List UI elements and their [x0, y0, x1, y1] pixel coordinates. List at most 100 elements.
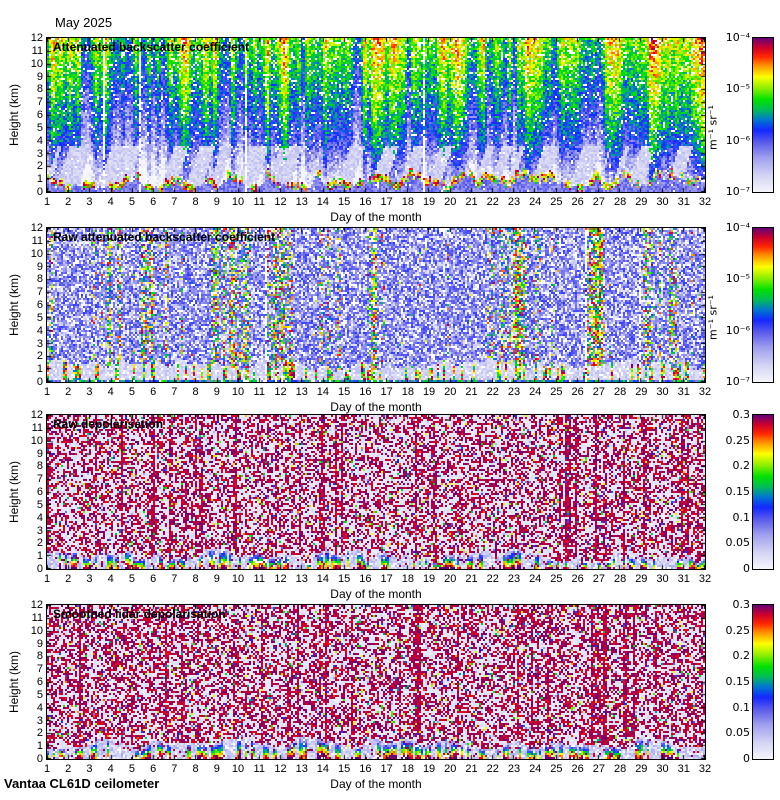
x-tick-label: 15	[338, 196, 351, 208]
y-tick-label: 5	[36, 688, 43, 701]
x-tick-label: 14	[316, 763, 330, 775]
x-tick-label: 27	[592, 196, 605, 208]
axis-ticks-canvas	[47, 38, 705, 192]
axis-ticks-canvas	[47, 415, 705, 569]
axis-ticks-canvas	[47, 228, 705, 382]
colorbar-tick-label: 0.1	[732, 700, 751, 714]
colorbar-tick-label: 0.25	[725, 623, 751, 637]
x-tick-label: 4	[107, 386, 114, 398]
x-tick-label: 28	[613, 573, 627, 585]
x-tick-label: 18	[401, 386, 414, 398]
x-tick-label: 7	[171, 573, 178, 585]
colorbar-tick-label: 10⁻⁵	[725, 82, 750, 96]
x-tick-label: 32	[698, 573, 712, 585]
x-tick-label: 27	[592, 573, 605, 585]
y-tick-label: 1	[36, 363, 43, 376]
x-tick-label: 32	[698, 386, 712, 398]
colorbar-gradient-canvas	[753, 415, 773, 569]
x-tick-label: 17	[380, 386, 393, 398]
x-tick-label: 11	[253, 196, 265, 208]
x-tick-label: 28	[613, 763, 627, 775]
x-tick-label: 13	[295, 386, 308, 398]
y-tick-label: 10	[30, 624, 43, 637]
x-tick-label: 5	[128, 573, 135, 585]
x-tick-label: 16	[359, 573, 372, 585]
y-tick-label: 10	[30, 434, 43, 447]
y-tick-label: 12	[30, 599, 43, 611]
y-tick-label: 9	[36, 447, 43, 460]
y-tick-label: 6	[36, 486, 43, 498]
colorbar-tick-label: 10⁻⁶	[725, 133, 750, 147]
x-tick-label: 8	[192, 573, 199, 585]
x-tick-label: 2	[65, 763, 72, 775]
x-tick-label: 7	[171, 386, 178, 398]
x-tick-label: 28	[613, 386, 627, 398]
figure-month-title: May 2025	[55, 15, 113, 30]
x-tick-label: 23	[507, 763, 521, 775]
x-tick-label: 23	[507, 196, 521, 208]
x-tick-label: 8	[192, 763, 199, 775]
colorbar-tick-label: 0.2	[732, 649, 751, 663]
y-tick-label: 7	[36, 96, 43, 109]
x-tick-label: 13	[295, 573, 308, 585]
x-tick-label: 1	[43, 386, 51, 398]
y-tick-label: 11	[31, 44, 43, 57]
y-tick-label: 0	[36, 563, 43, 575]
x-tick-label: 12	[274, 196, 287, 208]
x-tick-label: 17	[380, 763, 393, 775]
x-tick-label: 3	[86, 573, 93, 585]
y-tick-label: 4	[36, 511, 43, 524]
x-tick-label: 20	[444, 573, 457, 585]
x-tick-label: 7	[171, 196, 178, 208]
x-tick-label: 24	[529, 386, 542, 398]
y-tick-label: 3	[36, 147, 43, 160]
x-tick-label: 32	[698, 763, 712, 775]
x-tick-label: 21	[465, 573, 478, 585]
x-tick-label: 13	[295, 763, 308, 775]
colorbar-tick-label: 0.3	[732, 408, 751, 421]
y-tick-label: 7	[36, 473, 43, 486]
x-tick-label: 10	[231, 573, 245, 585]
x-tick-label: 31	[677, 386, 690, 398]
x-tick-label: 25	[550, 573, 563, 585]
x-tick-label: 31	[677, 763, 690, 775]
y-tick-label: 5	[36, 311, 43, 324]
y-tick-label: 2	[36, 727, 43, 740]
x-tick-label: 30	[656, 763, 669, 775]
y-tick-label: 11	[31, 611, 43, 624]
x-tick-label: 24	[529, 196, 542, 208]
x-tick-label: 3	[86, 386, 93, 398]
y-tick-label: 12	[30, 222, 43, 234]
x-axis-label: Day of the month	[330, 587, 422, 601]
heatmap-plot-area: Attenuated backscatter coefficient	[46, 37, 706, 193]
x-tick-label: 10	[231, 386, 245, 398]
x-tick-label: 5	[128, 196, 135, 208]
y-tick-label: 9	[36, 637, 43, 650]
colorbar	[752, 37, 774, 193]
x-tick-label: 10	[231, 196, 245, 208]
y-tick-label: 2	[36, 350, 43, 363]
x-tick-label: 15	[338, 386, 351, 398]
x-tick-label: 16	[359, 763, 372, 775]
x-tick-label: 27	[592, 763, 605, 775]
colorbar-gradient-canvas	[753, 38, 773, 192]
x-tick-label: 23	[507, 573, 521, 585]
x-tick-label: 16	[359, 196, 372, 208]
x-tick-label: 14	[316, 386, 330, 398]
y-tick-label: 2	[36, 537, 43, 550]
y-tick-label: 0	[36, 186, 43, 198]
x-axis-label: Day of the month	[330, 400, 422, 414]
x-tick-label: 6	[150, 573, 157, 585]
x-tick-label: 31	[677, 196, 690, 208]
x-tick-label: 32	[698, 196, 712, 208]
x-tick-label: 12	[274, 386, 287, 398]
y-tick-label: 4	[36, 324, 43, 337]
y-tick-label: 9	[36, 70, 43, 83]
x-tick-label: 12	[274, 573, 287, 585]
y-tick-label: 5	[36, 121, 43, 134]
y-tick-label: 2	[36, 160, 43, 173]
y-tick-label: 10	[30, 247, 43, 260]
y-tick-label: 1	[36, 173, 43, 186]
x-tick-label: 30	[656, 196, 669, 208]
colorbar-unit-label: m⁻¹ sr⁻¹	[706, 295, 720, 340]
